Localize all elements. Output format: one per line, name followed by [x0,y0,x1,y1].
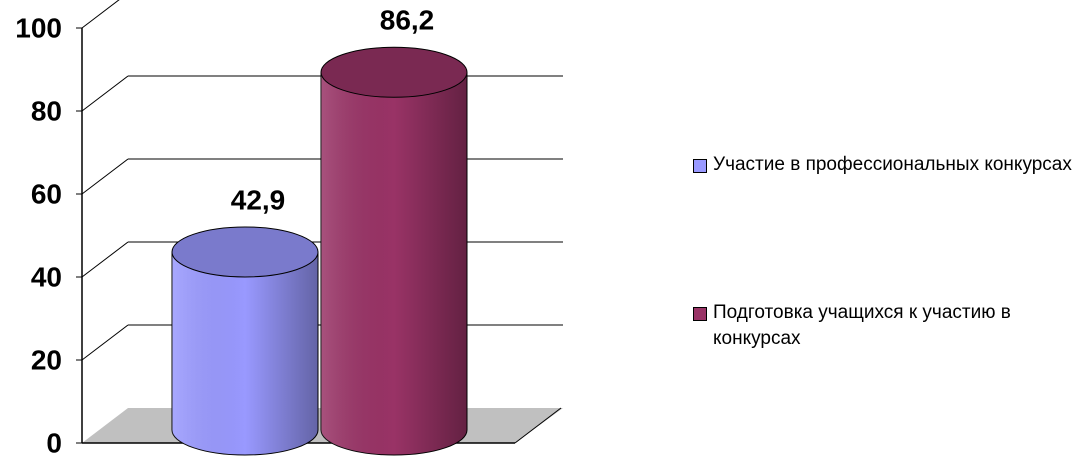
grid-line [81,324,129,361]
cylinder-shade [321,72,467,456]
y-tick-label: 60 [31,178,62,209]
data-label: 42,9 [231,184,286,215]
legend-item: Подготовка учащихся к участию в конкурса… [693,300,1073,352]
y-tick-label: 100 [15,12,62,43]
grid-line [81,75,129,112]
cylinder-shade [172,251,318,455]
legend-swatch [693,159,707,173]
cylinder-top [320,46,468,98]
legend-label: Участие в профессиональных конкурсах [713,154,1072,175]
data-label: 86,2 [380,5,435,36]
legend-label: Подготовка учащихся к участию в конкурса… [713,302,1011,349]
y-tick-label: 80 [31,95,62,126]
grid-line [81,158,129,195]
legend-item: Участие в профессиональных конкурсах [693,152,1073,178]
y-tick-label: 20 [31,344,62,375]
cylinder-top [171,226,319,278]
y-tick-label: 0 [46,427,62,457]
grid-line [81,0,120,29]
grid-line [81,241,129,278]
y-tick-label: 40 [31,261,62,292]
legend-swatch [693,307,707,321]
floor-edge [514,407,562,444]
